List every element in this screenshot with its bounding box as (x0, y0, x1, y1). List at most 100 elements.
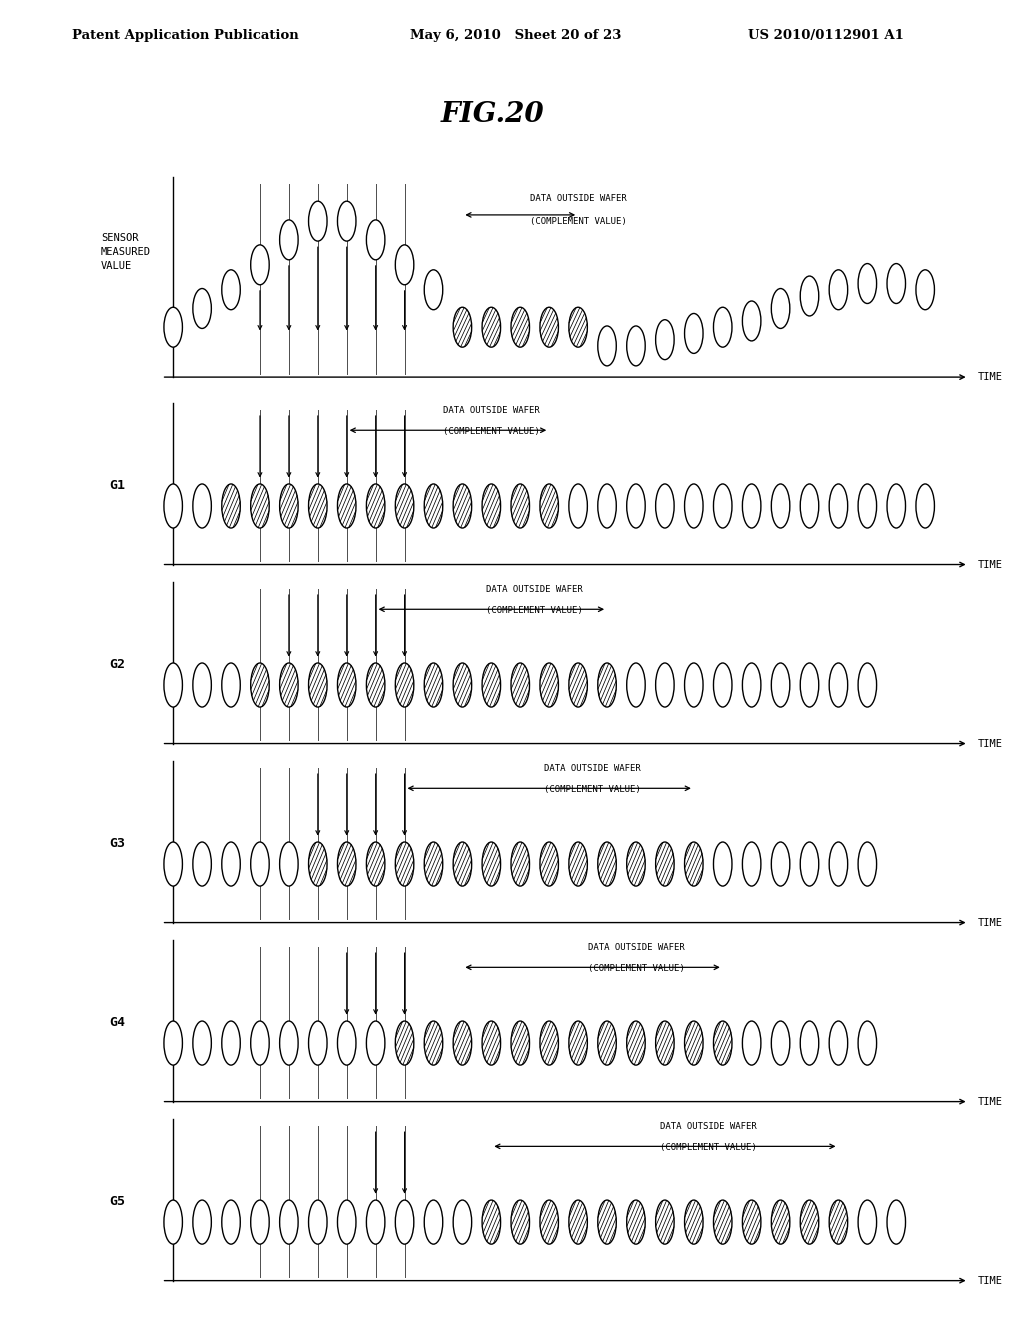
Circle shape (627, 1022, 645, 1065)
Text: (COMPLEMENT VALUE): (COMPLEMENT VALUE) (529, 218, 627, 226)
Circle shape (800, 276, 819, 315)
Circle shape (569, 308, 588, 347)
Circle shape (251, 1200, 269, 1245)
Circle shape (367, 842, 385, 886)
Text: SENSOR
MEASURED
VALUE: SENSOR MEASURED VALUE (101, 234, 151, 272)
Circle shape (193, 663, 211, 708)
Text: TIME: TIME (977, 560, 1002, 569)
Circle shape (251, 484, 269, 528)
Circle shape (829, 1022, 848, 1065)
Circle shape (742, 484, 761, 528)
Circle shape (222, 1022, 241, 1065)
Circle shape (569, 484, 588, 528)
Circle shape (742, 1200, 761, 1245)
Circle shape (367, 663, 385, 708)
Circle shape (540, 1200, 558, 1245)
Circle shape (424, 269, 442, 310)
Circle shape (454, 1022, 472, 1065)
Circle shape (308, 1200, 327, 1245)
Text: TIME: TIME (977, 1275, 1002, 1286)
Circle shape (771, 289, 790, 329)
Circle shape (367, 220, 385, 260)
Circle shape (858, 264, 877, 304)
Circle shape (655, 319, 674, 359)
Circle shape (367, 484, 385, 528)
Circle shape (598, 326, 616, 366)
Circle shape (395, 244, 414, 285)
Text: G4: G4 (110, 1016, 126, 1028)
Circle shape (685, 842, 703, 886)
Circle shape (424, 484, 442, 528)
Circle shape (482, 1200, 501, 1245)
Circle shape (164, 842, 182, 886)
Circle shape (887, 264, 905, 304)
Circle shape (308, 842, 327, 886)
Text: DATA OUTSIDE WAFER: DATA OUTSIDE WAFER (529, 194, 627, 203)
Circle shape (598, 663, 616, 708)
Text: DATA OUTSIDE WAFER: DATA OUTSIDE WAFER (659, 1122, 757, 1131)
Text: (COMPLEMENT VALUE): (COMPLEMENT VALUE) (486, 606, 583, 615)
Circle shape (164, 1022, 182, 1065)
Circle shape (685, 663, 703, 708)
Circle shape (482, 484, 501, 528)
Circle shape (771, 1022, 790, 1065)
Circle shape (193, 484, 211, 528)
Circle shape (915, 269, 935, 310)
Circle shape (714, 663, 732, 708)
Circle shape (540, 663, 558, 708)
Circle shape (655, 663, 674, 708)
Text: DATA OUTSIDE WAFER: DATA OUTSIDE WAFER (443, 407, 540, 414)
Circle shape (251, 663, 269, 708)
Circle shape (829, 484, 848, 528)
Circle shape (800, 663, 819, 708)
Circle shape (540, 1022, 558, 1065)
Circle shape (627, 663, 645, 708)
Circle shape (395, 484, 414, 528)
Text: Patent Application Publication: Patent Application Publication (72, 29, 298, 42)
Text: TIME: TIME (977, 917, 1002, 928)
Circle shape (482, 1022, 501, 1065)
Circle shape (454, 842, 472, 886)
Circle shape (280, 220, 298, 260)
Circle shape (511, 484, 529, 528)
Circle shape (338, 201, 356, 242)
Circle shape (454, 1200, 472, 1245)
Text: (COMPLEMENT VALUE): (COMPLEMENT VALUE) (443, 426, 540, 436)
Circle shape (251, 1022, 269, 1065)
Circle shape (742, 301, 761, 341)
Circle shape (367, 1200, 385, 1245)
Circle shape (280, 1022, 298, 1065)
Circle shape (598, 484, 616, 528)
Circle shape (858, 663, 877, 708)
Circle shape (569, 842, 588, 886)
Circle shape (511, 1200, 529, 1245)
Circle shape (598, 1022, 616, 1065)
Circle shape (308, 201, 327, 242)
Circle shape (164, 308, 182, 347)
Circle shape (395, 842, 414, 886)
Circle shape (511, 308, 529, 347)
Circle shape (800, 484, 819, 528)
Text: TIME: TIME (977, 739, 1002, 748)
Circle shape (655, 484, 674, 528)
Text: G2: G2 (110, 657, 126, 671)
Circle shape (829, 663, 848, 708)
Circle shape (511, 842, 529, 886)
Circle shape (395, 1022, 414, 1065)
Circle shape (193, 1022, 211, 1065)
Circle shape (685, 313, 703, 354)
Circle shape (915, 484, 935, 528)
Circle shape (627, 326, 645, 366)
Circle shape (714, 1022, 732, 1065)
Text: G1: G1 (110, 479, 126, 492)
Circle shape (193, 289, 211, 329)
Text: G5: G5 (110, 1195, 126, 1208)
Circle shape (395, 663, 414, 708)
Circle shape (482, 842, 501, 886)
Circle shape (308, 663, 327, 708)
Circle shape (193, 842, 211, 886)
Circle shape (714, 484, 732, 528)
Circle shape (511, 1022, 529, 1065)
Text: G3: G3 (110, 837, 126, 850)
Circle shape (655, 1022, 674, 1065)
